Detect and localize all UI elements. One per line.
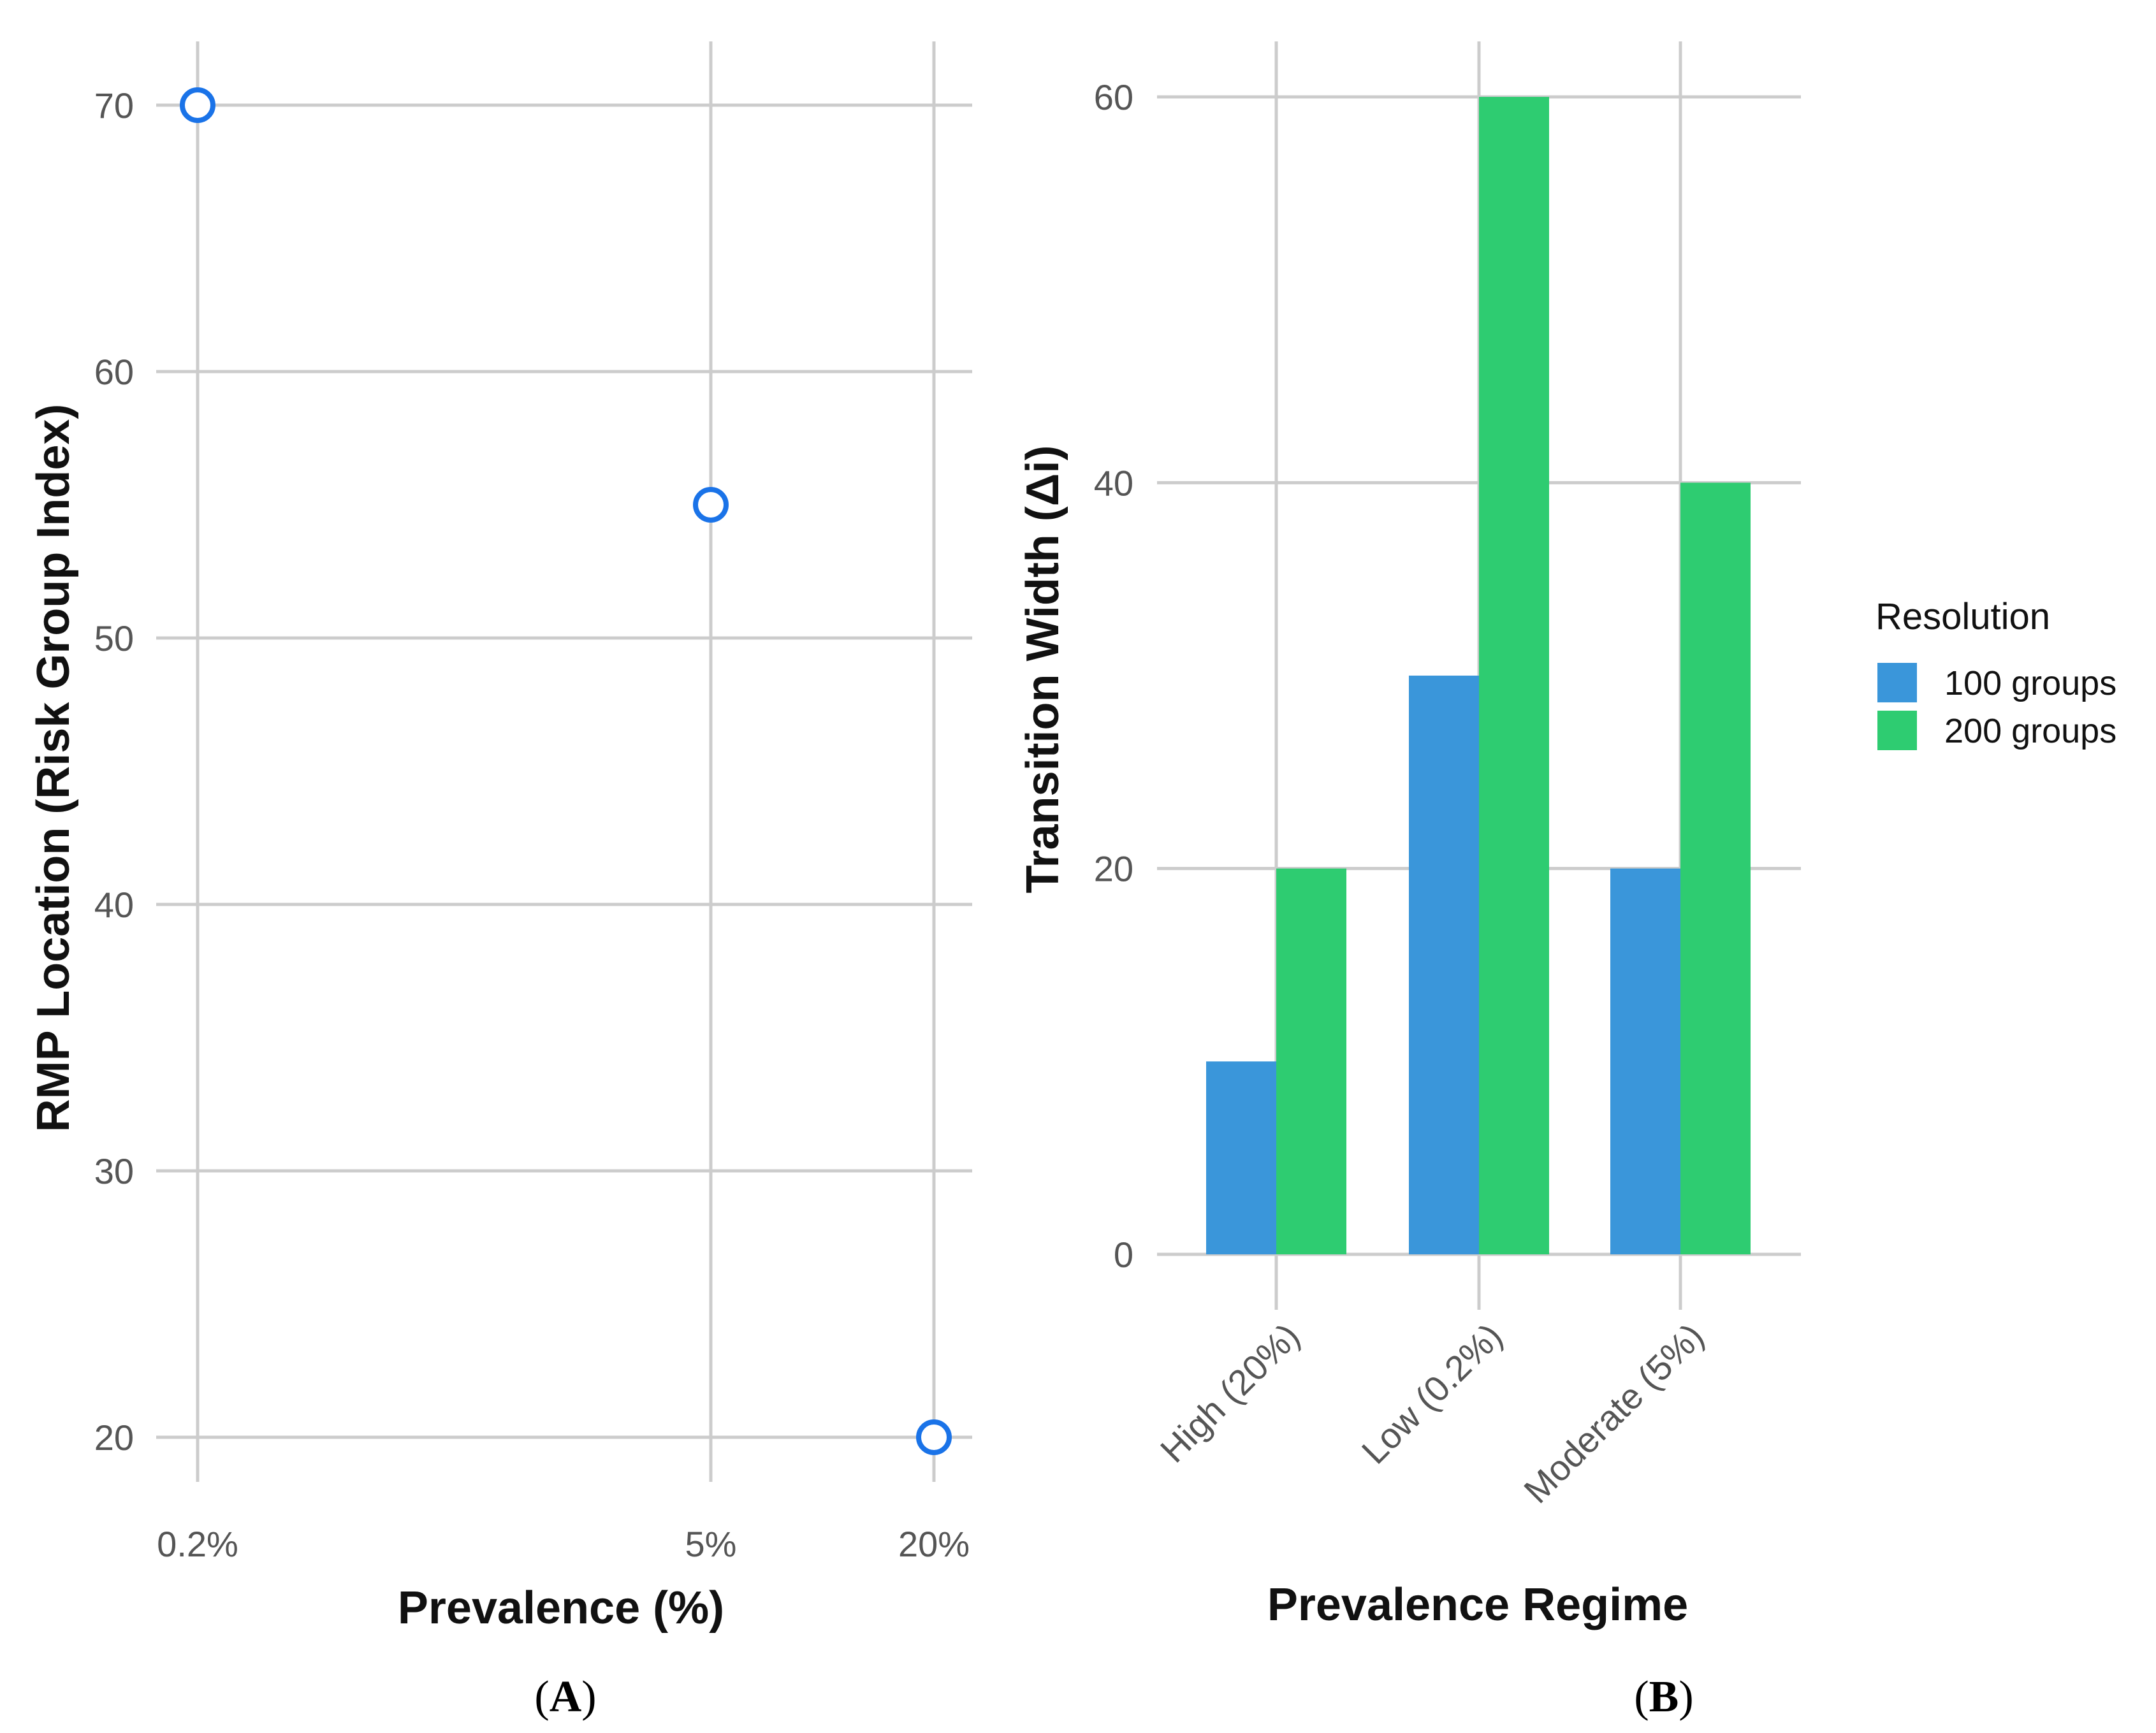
panel-a-scatter-chart: 20 30 40 50 60 70 0.2% 5% 20% Prevalence (%) RM… (28, 41, 972, 1722)
panel-a-x-tick-label: 5% (685, 1524, 737, 1564)
panel-b-y-tick-label: 20 (1094, 849, 1133, 889)
panel-a-y-tick-label: 30 (94, 1151, 134, 1191)
panel-b-bar-200-groups (1276, 868, 1346, 1254)
panel-a-y-ticks: 20 30 40 50 60 70 (94, 85, 134, 1458)
panel-b-label: (B) (1634, 1672, 1693, 1722)
panel-a-x-axis-title: Prevalence (%) (398, 1583, 724, 1634)
panel-b-y-tick-label: 40 (1094, 463, 1133, 503)
panel-a-y-tick-label: 50 (94, 618, 134, 658)
panel-a-gridlines (156, 41, 972, 1482)
legend-entry-label: 100 groups (1944, 664, 2116, 702)
panel-b-bar-100-groups (1409, 676, 1479, 1254)
panel-a-data-point (180, 87, 215, 123)
panel-a-label: (A) (534, 1672, 596, 1722)
panel-b-x-ticks: High (20%) Low (0.2%) Moderate (5%) (1153, 1316, 1712, 1511)
legend-swatch (1877, 663, 1917, 702)
panel-a-data-point (693, 487, 729, 523)
legend-swatch (1877, 711, 1917, 750)
panel-b-y-ticks: 0 20 40 60 (1094, 77, 1133, 1275)
panel-a-y-tick-label: 40 (94, 885, 134, 925)
panel-a-letter: A (550, 1672, 582, 1722)
panel-a-y-tick-label: 70 (94, 85, 134, 126)
panel-b-letter: B (1649, 1672, 1679, 1722)
panel-a-data-point (916, 1419, 952, 1455)
panel-a-y-axis-title: RMP Location (Risk Group Index) (28, 404, 79, 1133)
panel-a-x-ticks: 0.2% 5% 20% (157, 1524, 970, 1564)
panel-a-x-tick-label: 20% (898, 1524, 970, 1564)
panel-b-y-tick-label: 60 (1094, 77, 1133, 117)
panel-b-bar-200-groups (1479, 97, 1549, 1254)
panel-b-bars (1206, 97, 1751, 1255)
panel-a-y-tick-label: 60 (94, 352, 134, 392)
panel-b-y-axis-title: Transition Width (Δi) (1017, 445, 1068, 893)
panel-b-x-axis-title: Prevalence Regime (1267, 1579, 1688, 1630)
panel-b-x-tick-label: Moderate (5%) (1516, 1316, 1711, 1511)
panel-b-bar-chart: 0 20 40 60 High (20%) Low (0.2%) Moderate (5%… (1017, 41, 2116, 1722)
panel-b-x-tick-label: Low (0.2%) (1354, 1316, 1510, 1472)
panel-b-bar-100-groups (1206, 1061, 1276, 1254)
panel-b-bar-100-groups (1610, 868, 1680, 1254)
legend-entry-label: 200 groups (1944, 712, 2116, 750)
panel-b-x-tick-label: High (20%) (1153, 1316, 1307, 1470)
panel-a-x-tick-label: 0.2% (157, 1524, 238, 1564)
legend-title: Resolution (1876, 596, 2050, 637)
panel-a-y-tick-label: 20 (94, 1418, 134, 1458)
panel-a-points (180, 87, 952, 1455)
panel-b-y-tick-label: 0 (1114, 1235, 1133, 1275)
panel-b-bar-200-groups (1680, 482, 1751, 1255)
panel-b-legend: Resolution 100 groups 200 groups (1876, 596, 2116, 750)
